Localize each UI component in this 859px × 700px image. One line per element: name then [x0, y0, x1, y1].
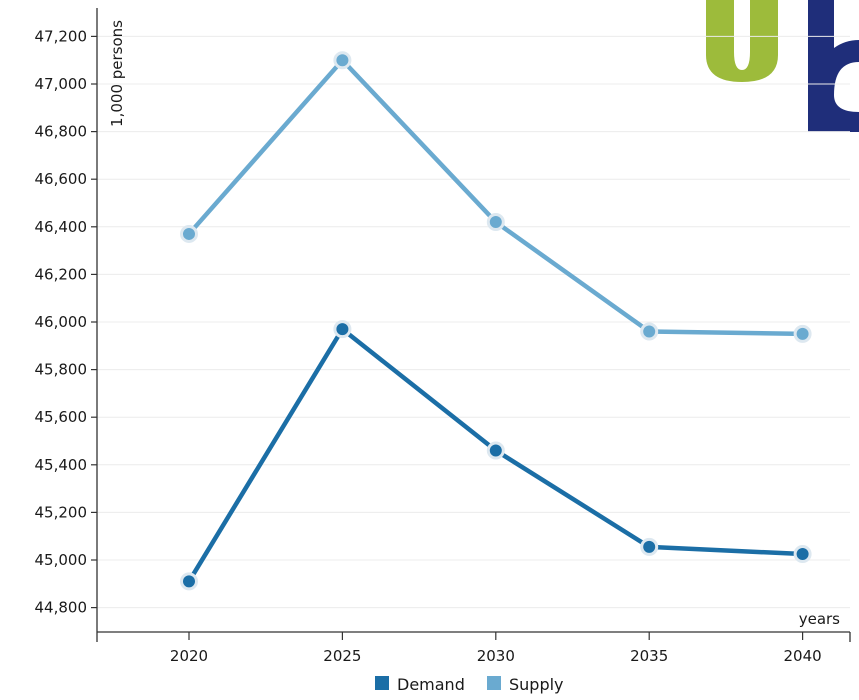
series-layer [180, 51, 812, 591]
y-tick-label: 45,600 [35, 408, 88, 426]
supply-data-point [793, 324, 812, 343]
x-tick-label: 2020 [170, 647, 208, 665]
y-axis-title: 1,000 persons [108, 20, 126, 127]
legend-label-supply: Supply [509, 675, 564, 694]
demand-data-point [333, 320, 352, 339]
y-tick-label: 47,000 [35, 75, 88, 93]
axes [96, 8, 851, 642]
legend: Demand Supply [375, 675, 564, 694]
y-tick-label: 46,200 [35, 265, 88, 283]
x-tick-label: 2030 [477, 647, 515, 665]
supply-data-point [486, 213, 505, 232]
demand-data-point [640, 537, 659, 556]
supply-data-point [333, 51, 352, 70]
legend-swatch-supply [487, 676, 501, 690]
supply-data-point [180, 224, 198, 243]
y-tick-label: 45,400 [35, 456, 88, 474]
supply-data-point [640, 322, 659, 341]
x-tick-label: 2040 [784, 647, 822, 665]
demand-data-point [486, 441, 505, 460]
x-tick-label: 2035 [630, 647, 668, 665]
x-axis-title: years [799, 610, 840, 628]
logo-letter-u [706, 0, 778, 82]
y-tick-label: 46,800 [35, 123, 88, 141]
legend-label-demand: Demand [397, 675, 465, 694]
y-tick-label: 47,200 [35, 27, 88, 45]
y-tick-label: 44,800 [35, 599, 88, 617]
y-axis-ticks: 44,800 45,000 45,200 45,400 45,600 45,800 46,0… [35, 27, 97, 617]
y-tick-label: 45,800 [35, 361, 88, 379]
y-tick-label: 46,600 [35, 170, 88, 188]
x-axis-ticks: 2020 2025 2030 2035 2040 [170, 632, 822, 665]
logo [706, 0, 859, 132]
y-tick-label: 45,200 [35, 503, 88, 521]
legend-swatch-demand [375, 676, 389, 690]
x-tick-label: 2025 [323, 647, 361, 665]
y-tick-label: 45,000 [35, 551, 88, 569]
grid-lines [97, 35, 850, 609]
y-tick-label: 46,400 [35, 218, 88, 236]
demand-data-point [793, 545, 812, 564]
logo-letter-b [808, 0, 859, 132]
demand-data-point [180, 572, 198, 591]
supply-series-line [187, 57, 803, 337]
y-tick-label: 46,000 [35, 313, 88, 331]
